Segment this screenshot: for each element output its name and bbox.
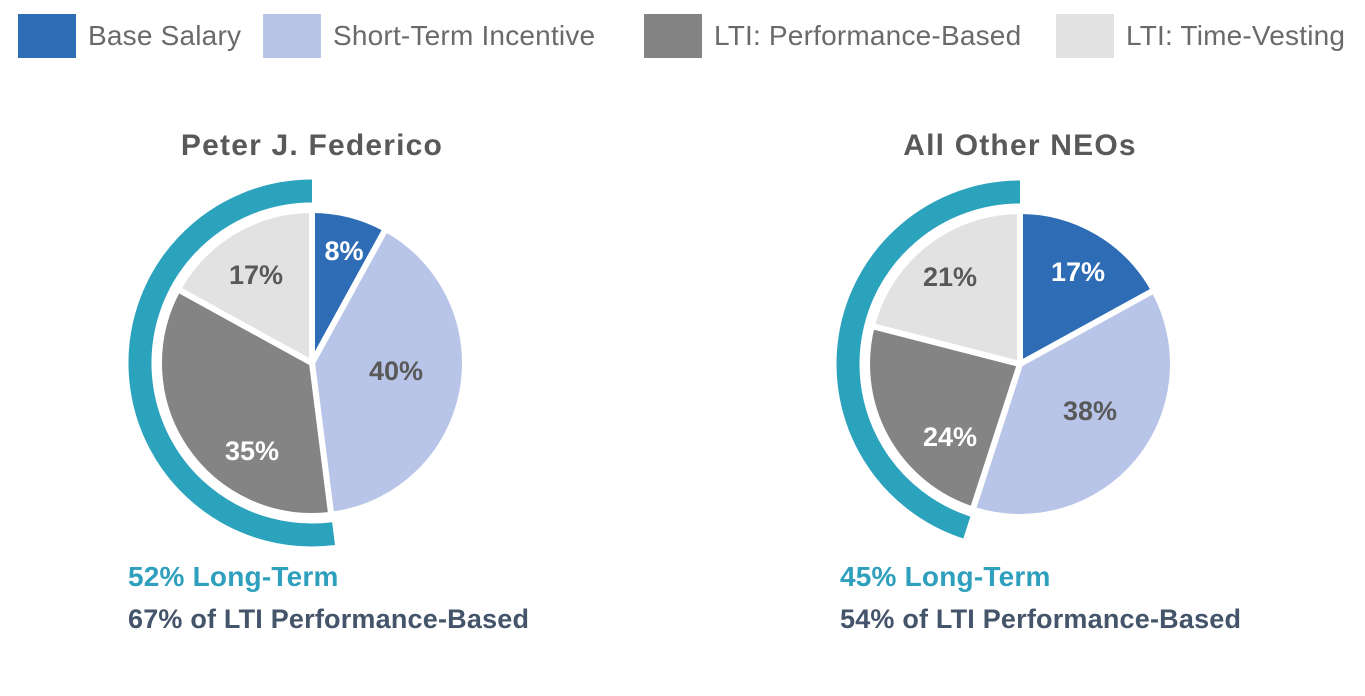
pie-slice-short-term-incentive [969, 287, 1176, 520]
pie-slice-lti-performance-based [156, 286, 335, 519]
pie-chart-all-other-neos: 17% 38% 24% 21% [836, 180, 1176, 539]
long-term-note: 45% Long-Term [840, 561, 1051, 592]
pie-slice-label: 24% [923, 422, 977, 452]
chart-title: All Other NEOs [903, 129, 1137, 162]
legend-swatch-base-salary [18, 14, 76, 58]
legend-label: Base Salary [88, 20, 242, 51]
chart-title: Peter J. Federico [180, 129, 444, 162]
long-term-arc [128, 179, 335, 547]
pie-chart-peter-federico: 8% 40% 35% 17% [128, 179, 468, 547]
pie-slice-base-salary [1017, 208, 1158, 367]
legend-item-lti-performance: LTI: Performance-Based [644, 14, 1021, 58]
long-term-note: 52% Long-Term [128, 561, 339, 592]
pie-slice-label: 35% [225, 436, 279, 466]
legend-label: LTI: Time-Vesting [1126, 20, 1346, 51]
pie-slice-label: 38% [1063, 396, 1117, 426]
pie-slice-label: 17% [229, 260, 283, 290]
pie-slice-lti-time-vesting [868, 208, 1023, 367]
legend-item-base-salary: Base Salary [18, 14, 241, 58]
legend-label: Short-Term Incentive [333, 20, 596, 51]
legend-label: LTI: Performance-Based [714, 20, 1022, 51]
legend-swatch-lti-time-vesting [1056, 14, 1114, 58]
pie-slice-label: 8% [324, 236, 363, 266]
pie-slice-lti-time-vesting [174, 207, 315, 366]
legend-swatch-short-term-incentive [263, 14, 321, 58]
pie-slice-label: 17% [1051, 257, 1105, 287]
long-term-arc [836, 180, 1021, 539]
lti-performance-note: 67% of LTI Performance-Based [128, 604, 530, 634]
pie-slice-label: 40% [369, 356, 423, 386]
legend-item-lti-time-vesting: LTI: Time-Vesting [1056, 14, 1345, 58]
pie-slice-short-term-incentive [309, 225, 468, 518]
legend-item-short-term-incentive: Short-Term Incentive [263, 14, 595, 58]
legend-swatch-lti-performance [644, 14, 702, 58]
pie-slice-label: 21% [923, 262, 977, 292]
lti-performance-note: 54% of LTI Performance-Based [840, 604, 1242, 634]
pie-slice-lti-performance-based [864, 322, 1023, 513]
